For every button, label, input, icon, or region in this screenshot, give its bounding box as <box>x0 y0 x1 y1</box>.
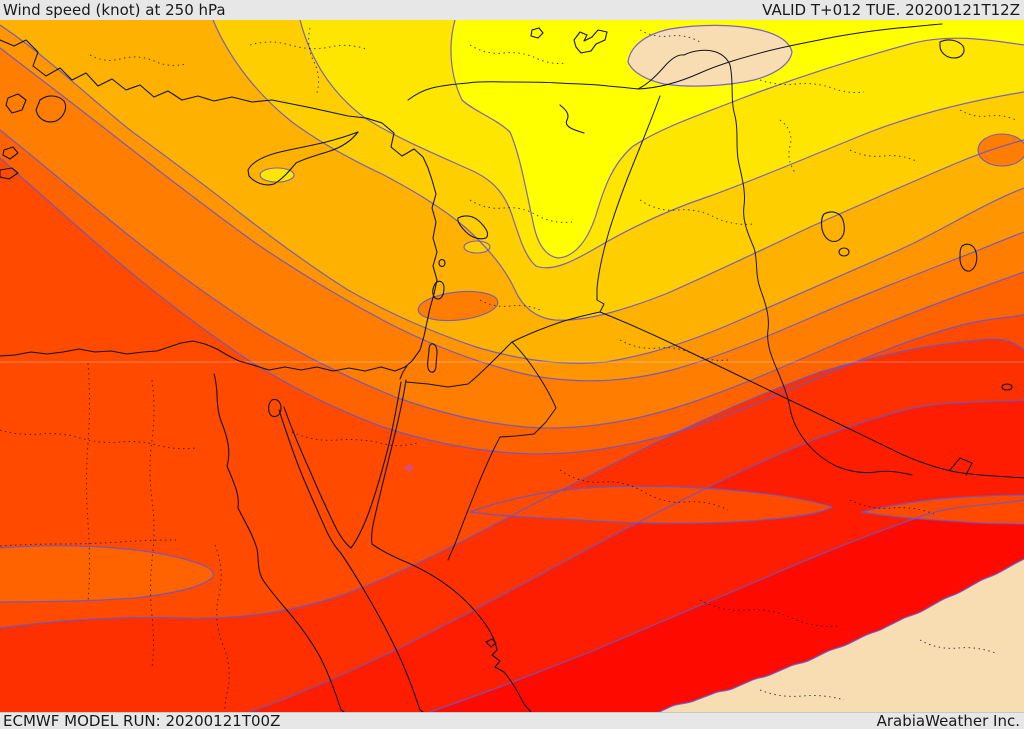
contour-line <box>299 20 1024 269</box>
band-yellow <box>450 20 1024 258</box>
contour-tongue-west <box>0 545 214 603</box>
border-kuwait <box>949 457 973 476</box>
contour-line <box>450 20 1024 259</box>
contour-dot-aqaba <box>405 464 413 472</box>
lake-homs <box>432 280 445 300</box>
coastline-gulf-of-suez-west <box>278 409 424 712</box>
admin-boundary-dotted <box>699 599 839 627</box>
admin-boundary-dotted <box>849 149 919 163</box>
footer-bar: ECMWF MODEL RUN: 20200121T00Z ArabiaWeat… <box>0 712 1024 729</box>
lake-dead-sea <box>427 343 438 373</box>
admin-boundary-dotted <box>469 44 567 64</box>
map-title: Wind speed (knot) at 250 hPa <box>3 0 226 19</box>
border-saudi-iraq <box>599 311 1024 479</box>
coastline-sinai <box>283 381 402 549</box>
header-bar: Wind speed (knot) at 250 hPa VALID T+012… <box>0 0 1024 20</box>
band-cream-north-blob <box>627 24 793 87</box>
contour-line <box>212 20 1024 321</box>
border-turkey-armenia-azerbaijan <box>637 23 943 90</box>
admin-boundary-dotted <box>291 431 421 447</box>
contour-lines-group <box>0 20 1024 712</box>
island-karpathos <box>2 146 19 160</box>
contour-line <box>0 24 1024 364</box>
valid-time-label: VALID T+012 TUE. 20200121T12Z <box>762 0 1020 19</box>
contour-strip-east <box>861 494 1024 525</box>
coastline-gulf-of-aqaba-saudi <box>371 379 532 712</box>
lake-van <box>573 29 608 54</box>
admin-boundary-dotted <box>86 362 90 604</box>
admin-boundary-dotted <box>214 544 230 712</box>
contour-line <box>0 47 1024 382</box>
coastline-mediterranean <box>0 39 438 372</box>
contour-line <box>249 399 1024 712</box>
border-egypt-israel <box>399 365 408 380</box>
lake-assad <box>457 215 489 240</box>
credit-label: ArabiaWeather Inc. <box>876 711 1020 730</box>
euphrates-river <box>559 104 585 134</box>
contour-line <box>0 157 1024 455</box>
admin-boundary-dotted <box>89 54 187 66</box>
border-iran-iraq <box>729 64 913 476</box>
model-run-label: ECMWF MODEL RUN: 20200121T00Z <box>3 711 281 730</box>
contour-line <box>0 338 1024 629</box>
admin-boundary-dotted <box>149 379 155 669</box>
admin-boundary-dotted <box>0 429 197 450</box>
band-cream-south <box>657 558 1024 712</box>
admin-boundary-dotted <box>639 199 755 225</box>
geography-group <box>0 27 1013 712</box>
border-jordan-saudi <box>405 341 557 561</box>
island-rhodes <box>35 95 67 123</box>
contour-lens-golan <box>463 240 491 254</box>
island-aegean <box>5 93 27 114</box>
contour-line <box>0 129 1024 429</box>
admin-boundary-dotted <box>308 27 320 97</box>
admin-boundary-dotted <box>0 539 177 547</box>
border-turkey-syria-iraq <box>407 49 731 101</box>
contour-blob-nejd <box>469 485 834 524</box>
contour-line <box>429 499 1024 712</box>
admin-boundary-dotted <box>479 299 541 311</box>
lake-namak <box>959 243 978 272</box>
nile-river <box>213 373 345 712</box>
island-crete-tip <box>0 167 19 180</box>
lake-gavkhouni <box>1001 383 1013 391</box>
borders-group <box>399 23 1024 561</box>
lake-urmia <box>820 211 845 242</box>
weather-map-container <box>0 20 1024 712</box>
coastal-islets-red-sea <box>485 638 497 648</box>
admin-boundary-dotted <box>639 29 701 43</box>
lake-bitter <box>268 398 282 418</box>
lake-tuz <box>530 27 544 39</box>
lake-urmia-south <box>838 247 850 257</box>
admin-boundary-dotted <box>779 119 797 175</box>
wind-speed-contour-map <box>0 20 1024 712</box>
border-syria-iraq <box>596 95 661 313</box>
contour-lens-cyprus <box>259 167 295 183</box>
admin-boundaries-group <box>0 27 1017 712</box>
caspian-corner <box>939 39 965 59</box>
contour-lens-zagros <box>977 133 1024 167</box>
lake-galilee <box>438 258 446 268</box>
admin-boundary-dotted <box>249 41 367 50</box>
island-cyprus <box>247 131 359 186</box>
border-jordan-iraq-spur <box>511 311 601 343</box>
